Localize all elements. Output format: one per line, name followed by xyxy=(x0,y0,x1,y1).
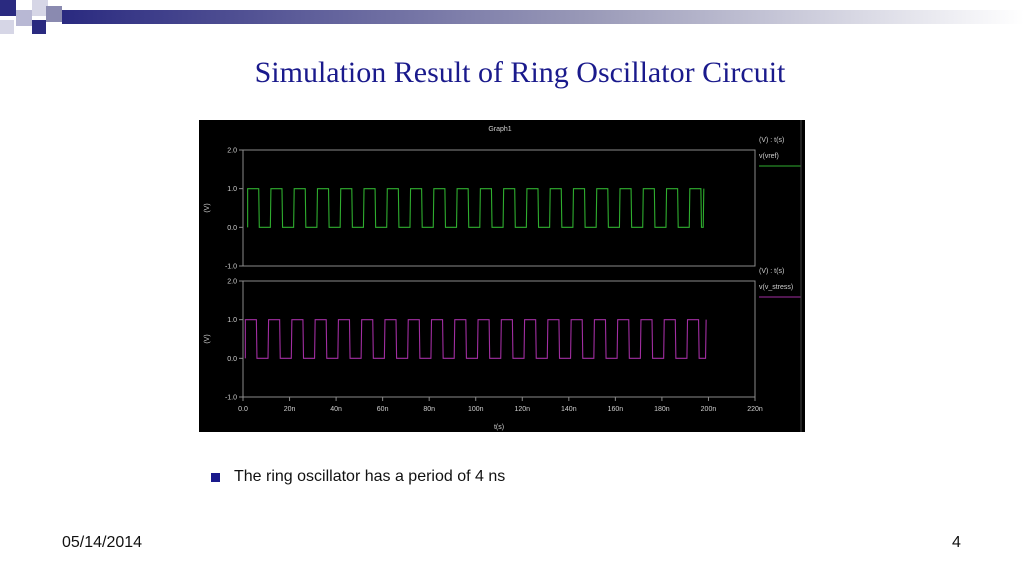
y-tick-label: -1.0 xyxy=(225,395,237,402)
x-tick-label: 80n xyxy=(423,406,435,413)
y-tick-label: -1.0 xyxy=(225,264,237,271)
x-tick-label: 140n xyxy=(561,406,577,413)
x-tick-label: 180n xyxy=(654,406,670,413)
bullet-item: The ring oscillator has a period of 4 ns xyxy=(211,468,505,486)
x-axis-label: t(s) xyxy=(494,424,504,431)
x-tick-label: 120n xyxy=(514,406,530,413)
x-tick-label: 60n xyxy=(377,406,389,413)
x-tick-label: 0.0 xyxy=(238,406,248,413)
y-tick-label: 2.0 xyxy=(227,279,237,286)
y-tick-label: 1.0 xyxy=(227,186,237,193)
header-gradient-bar xyxy=(62,10,1024,24)
slide-title: Simulation Result of Ring Oscillator Cir… xyxy=(254,56,786,89)
x-tick-label: 220n xyxy=(747,406,763,413)
y-tick-label: 2.0 xyxy=(227,148,237,155)
x-tick-label: 160n xyxy=(608,406,624,413)
legend-entry-2: v(v_stress) xyxy=(759,284,793,291)
page-number: 4 xyxy=(952,534,961,551)
chart-background xyxy=(199,120,805,432)
legend-entry-1: v(vref) xyxy=(759,153,779,160)
y-tick-label: 1.0 xyxy=(227,317,237,324)
x-tick-label: 100n xyxy=(468,406,484,413)
plot-frame-1 xyxy=(242,149,756,267)
y-tick-label: 0.0 xyxy=(227,225,237,232)
x-tick-label: 20n xyxy=(284,406,296,413)
waveform-vv_stress xyxy=(244,319,707,359)
bullet-text: The ring oscillator has a period of 4 ns xyxy=(234,468,506,485)
y-axis-label-2: (V) xyxy=(204,334,211,343)
legend-header-1: (V) : t(s) xyxy=(759,137,784,144)
legend-header-2: (V) : t(s) xyxy=(759,268,784,275)
y-tick-label: 0.0 xyxy=(227,356,237,363)
y-axis-label-1: (V) xyxy=(204,203,211,212)
x-tick-label: 200n xyxy=(701,406,717,413)
bullet-square-icon xyxy=(211,472,220,482)
waveform-vvref xyxy=(247,188,705,228)
chart-title: Graph1 xyxy=(488,126,511,133)
x-tick-label: 40n xyxy=(330,406,342,413)
plot-frame-2 xyxy=(242,280,756,398)
corner-decoration xyxy=(0,0,1024,34)
footer-date: 05/14/2014 xyxy=(62,534,143,551)
